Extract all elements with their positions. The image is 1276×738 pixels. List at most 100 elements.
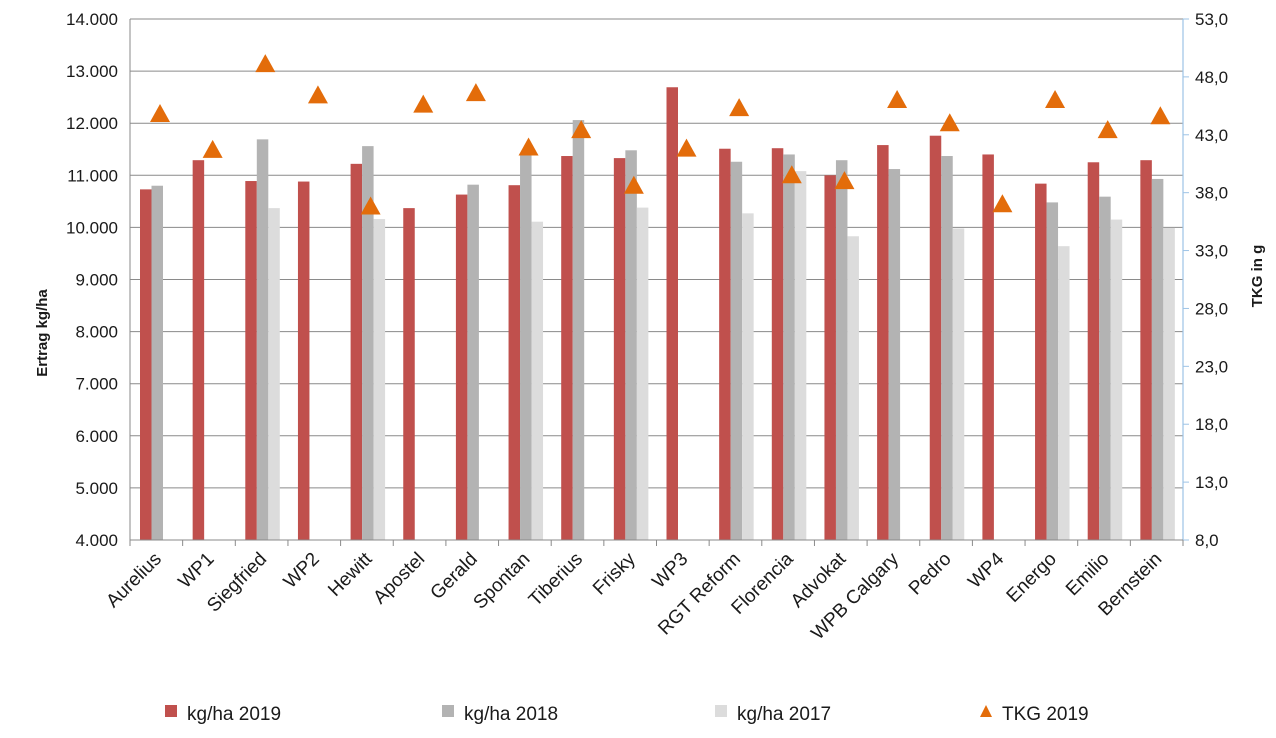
y-left-tick-label: 12.000 [66,114,118,133]
legend-swatch [442,705,454,717]
bar-kg-ha-2018 [572,120,585,540]
bar-kg-ha-2019 [140,189,152,540]
x-category-label: WP1 [175,549,219,593]
y-right-tick-label: 8,0 [1195,531,1219,550]
tkg-marker [1097,120,1118,139]
x-category-label: Aurelius [102,549,165,612]
legend-label: TKG 2019 [1002,704,1089,725]
tkg-marker [202,139,223,158]
bar-kg-ha-2019 [245,181,257,540]
y-right-tick-label: 13,0 [1195,473,1228,492]
bar-kg-ha-2019 [297,181,310,540]
gridlines [130,18,1183,489]
bar-kg-ha-2018 [730,161,743,540]
legend-label: kg/ha 2017 [737,704,831,725]
tkg-marker [887,90,908,109]
y-left-tick-label: 4.000 [75,531,118,550]
y-axis-right-title: TKG in g [1249,245,1266,308]
y-left-tick-label: 6.000 [75,427,118,446]
y-right-tick-label: 43,0 [1195,126,1228,145]
bar-kg-ha-2019 [403,208,415,541]
y-left-tick-label: 9.000 [75,271,118,290]
bar-kg-ha-2018 [1151,178,1164,540]
x-category-label: Apostel [369,549,429,609]
bar-kg-ha-2017 [1058,246,1070,540]
bar-kg-ha-2019 [929,135,942,541]
y-right-tick-label: 23,0 [1195,357,1228,376]
tkg-marker [413,94,434,113]
bar-kg-ha-2019 [613,158,626,540]
bar-kg-ha-2019 [1140,160,1152,541]
x-category-label: Energo [1003,549,1061,607]
x-category-label: WP4 [964,548,1008,592]
bar-kg-ha-2018 [362,146,374,540]
bar-kg-ha-2019 [719,148,731,540]
legend: kg/ha 2019 kg/ha 2018 kg/ha 2017 TKG 2019 [165,704,1089,725]
tkg-marker [939,113,960,132]
bar-kg-ha-2017 [268,208,280,541]
bar-kg-ha-2018 [1046,202,1059,540]
bar-kg-ha-2017 [742,213,754,540]
tkg-marker [150,103,170,122]
bars [140,87,1175,541]
tkg-marker [1150,106,1171,125]
x-category-label: WP3 [648,549,692,593]
bar-kg-ha-2019 [824,175,836,541]
bar-kg-ha-2019 [982,154,994,540]
x-category-label: Spontan [470,549,535,614]
bar-kg-ha-2017 [952,228,965,540]
tkg-marker [518,137,539,156]
y-left-tick-label: 14.000 [66,10,118,29]
tkg-marker [834,171,855,190]
bar-kg-ha-2019 [192,160,205,541]
bar-kg-ha-2019 [561,156,573,540]
x-category-label: WP2 [280,549,324,593]
x-category-label: Emilio [1062,549,1113,600]
legend-swatch [165,705,177,717]
y-right-tick-label: 33,0 [1195,242,1228,261]
tkg-marker [255,54,276,73]
tkg-marker [307,85,328,104]
bar-kg-ha-2018 [520,154,532,540]
bar-kg-ha-2018 [941,156,953,540]
y-right-tick-label: 48,0 [1195,68,1228,87]
y-left-tick-label: 8.000 [75,323,118,342]
x-category-label: Frisky [589,548,640,599]
bar-kg-ha-2017 [373,219,386,540]
bar-kg-ha-2017 [531,221,544,540]
y-right-tick-label: 18,0 [1195,415,1228,434]
bar-kg-ha-2019 [1087,162,1100,540]
tkg-marker [571,120,592,139]
bar-kg-ha-2019 [1035,183,1047,541]
y-left-tick-label: 5.000 [75,479,118,498]
bar-kg-ha-2017 [794,171,807,540]
legend-label: kg/ha 2018 [464,704,558,725]
tkg-marker [1045,90,1066,109]
tkg-marker [992,194,1013,213]
y-left-tick-label: 10.000 [66,218,118,237]
bar-kg-ha-2019 [666,87,678,540]
legend-swatch [715,705,727,717]
x-category-label: Pedro [905,549,956,600]
y-right-tick-label: 38,0 [1195,184,1228,203]
bar-kg-ha-2018 [783,154,795,540]
bar-kg-ha-2017 [1163,227,1175,540]
bar-kg-ha-2018 [256,139,269,540]
bar-kg-ha-2019 [771,148,784,540]
bar-kg-ha-2019 [508,185,521,540]
bar-kg-ha-2018 [625,150,637,541]
y-right-tick-label: 28,0 [1195,299,1228,318]
x-category-label: Tiberius [525,549,587,611]
bar-kg-ha-2019 [350,163,363,540]
y-right-tick-label: 53,0 [1195,10,1228,29]
y-axis-left-title: Ertrag kg/ha [34,289,51,377]
bar-kg-ha-2018 [888,169,901,540]
bar-kg-ha-2018 [151,185,163,540]
bar-kg-ha-2018 [467,184,479,541]
tkg-marker [729,98,750,117]
legend-swatch-triangle [980,705,992,717]
tkg-marker [676,138,697,157]
tkg-markers [150,54,1171,215]
